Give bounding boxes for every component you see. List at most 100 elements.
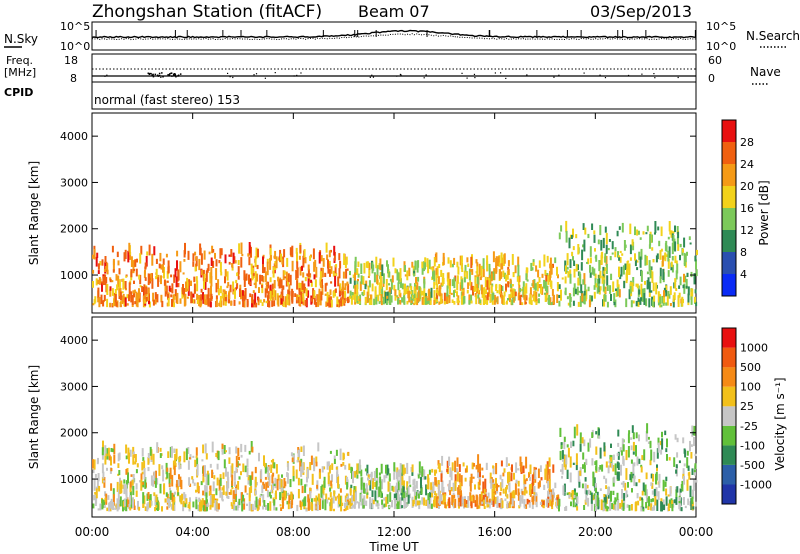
scatter-cell (482, 481, 485, 494)
scatter-cell (123, 484, 126, 495)
scatter-cell (283, 249, 286, 258)
scatter-cell (388, 292, 391, 305)
scatter-cell (438, 484, 441, 496)
scatter-cell (556, 294, 559, 303)
scatter-cell (606, 275, 609, 286)
scatter-cell (272, 458, 275, 469)
scatter-cell (124, 297, 127, 307)
scatter-cell (625, 468, 628, 480)
scatter-cell (208, 251, 211, 255)
scatter-cell (332, 495, 335, 504)
scatter-cell (380, 463, 383, 474)
scatter-cell (263, 500, 266, 507)
scatter-cell (391, 485, 394, 491)
scatter-cell (210, 257, 213, 266)
scatter-cell (515, 462, 518, 473)
scatter-cell (114, 507, 117, 510)
scatter-cell (540, 477, 543, 481)
scatter-cell (200, 288, 203, 293)
scatter-cell (628, 504, 631, 511)
scatter-cell (252, 273, 255, 276)
scatter-cell (254, 279, 257, 289)
scatter-cell (532, 295, 535, 302)
scatter-cell (671, 242, 674, 255)
scatter-cell (613, 476, 616, 483)
scatter-cell (303, 497, 306, 510)
scatter-cell (195, 447, 198, 456)
scatter-cell (110, 456, 112, 466)
scatter-cell (528, 472, 531, 478)
scatter-cell (279, 492, 282, 501)
freq-point (154, 73, 157, 76)
scatter-cell (411, 472, 414, 476)
scatter-cell (127, 250, 130, 263)
scatter-cell (216, 498, 219, 501)
scatter-cell (481, 501, 484, 505)
scatter-cell (442, 256, 445, 266)
scatter-cell (537, 468, 540, 479)
scatter-cell (523, 286, 526, 295)
scatter-cell (202, 478, 205, 483)
scatter-cell (640, 466, 643, 473)
scatter-cell (477, 294, 480, 299)
scatter-cell (482, 494, 485, 500)
scatter-cell (238, 476, 241, 480)
scatter-cell (358, 301, 361, 304)
scatter-cell (513, 492, 516, 499)
scatter-cell (222, 289, 225, 293)
scatter-cell (655, 282, 658, 295)
scatter-cell (659, 267, 662, 280)
scatter-cell (686, 457, 689, 469)
freq-point (499, 72, 502, 74)
scatter-cell (519, 456, 522, 467)
freq-point (147, 72, 150, 75)
colorbar-swatch (722, 142, 736, 164)
scatter-cell (254, 466, 257, 474)
scatter-cell (178, 462, 181, 470)
scatter-cell (667, 250, 670, 262)
scatter-cell (439, 293, 442, 304)
scatter-cell (450, 470, 453, 481)
scatter-cell (518, 275, 521, 283)
scatter-cell (474, 276, 477, 289)
scatter-cell (673, 499, 676, 504)
scatter-cell (508, 482, 511, 493)
scatter-cell (144, 292, 147, 303)
scatter-cell (621, 253, 624, 256)
scatter-cell (589, 490, 592, 495)
scatter-cell (393, 284, 396, 291)
scatter-cell (218, 302, 221, 307)
scatter-cell (284, 276, 287, 279)
scatter-cell (525, 456, 528, 469)
scatter-cell (618, 266, 620, 278)
scatter-cell (596, 284, 599, 294)
scatter-cell (330, 281, 333, 284)
freq-point (599, 74, 601, 76)
scatter-cell (654, 496, 657, 506)
scatter-cell (536, 282, 539, 292)
scatter-cell (230, 489, 233, 495)
scatter-cell (92, 303, 95, 306)
scatter-cell (153, 471, 156, 481)
scatter-cell (387, 264, 389, 274)
scatter-cell (492, 292, 495, 300)
scatter-cell (363, 262, 366, 274)
scatter-cell (267, 291, 270, 299)
scatter-cell (223, 459, 226, 469)
scatter-cell (597, 239, 600, 245)
scatter-cell (684, 254, 687, 263)
scatter-cell (206, 502, 209, 508)
scatter-cell (411, 261, 414, 268)
scatter-cell (541, 286, 544, 295)
scatter-cell (666, 454, 668, 461)
scatter-cell (255, 302, 258, 308)
scatter-cell (330, 480, 333, 485)
scatter-cell (93, 459, 96, 470)
scatter-cell (350, 296, 353, 305)
scatter-cell (595, 485, 597, 494)
scatter-cell (103, 268, 106, 272)
freq-point (232, 76, 234, 79)
scatter-cell (210, 285, 212, 296)
scatter-cell (667, 258, 670, 269)
scatter-cell (416, 260, 419, 273)
